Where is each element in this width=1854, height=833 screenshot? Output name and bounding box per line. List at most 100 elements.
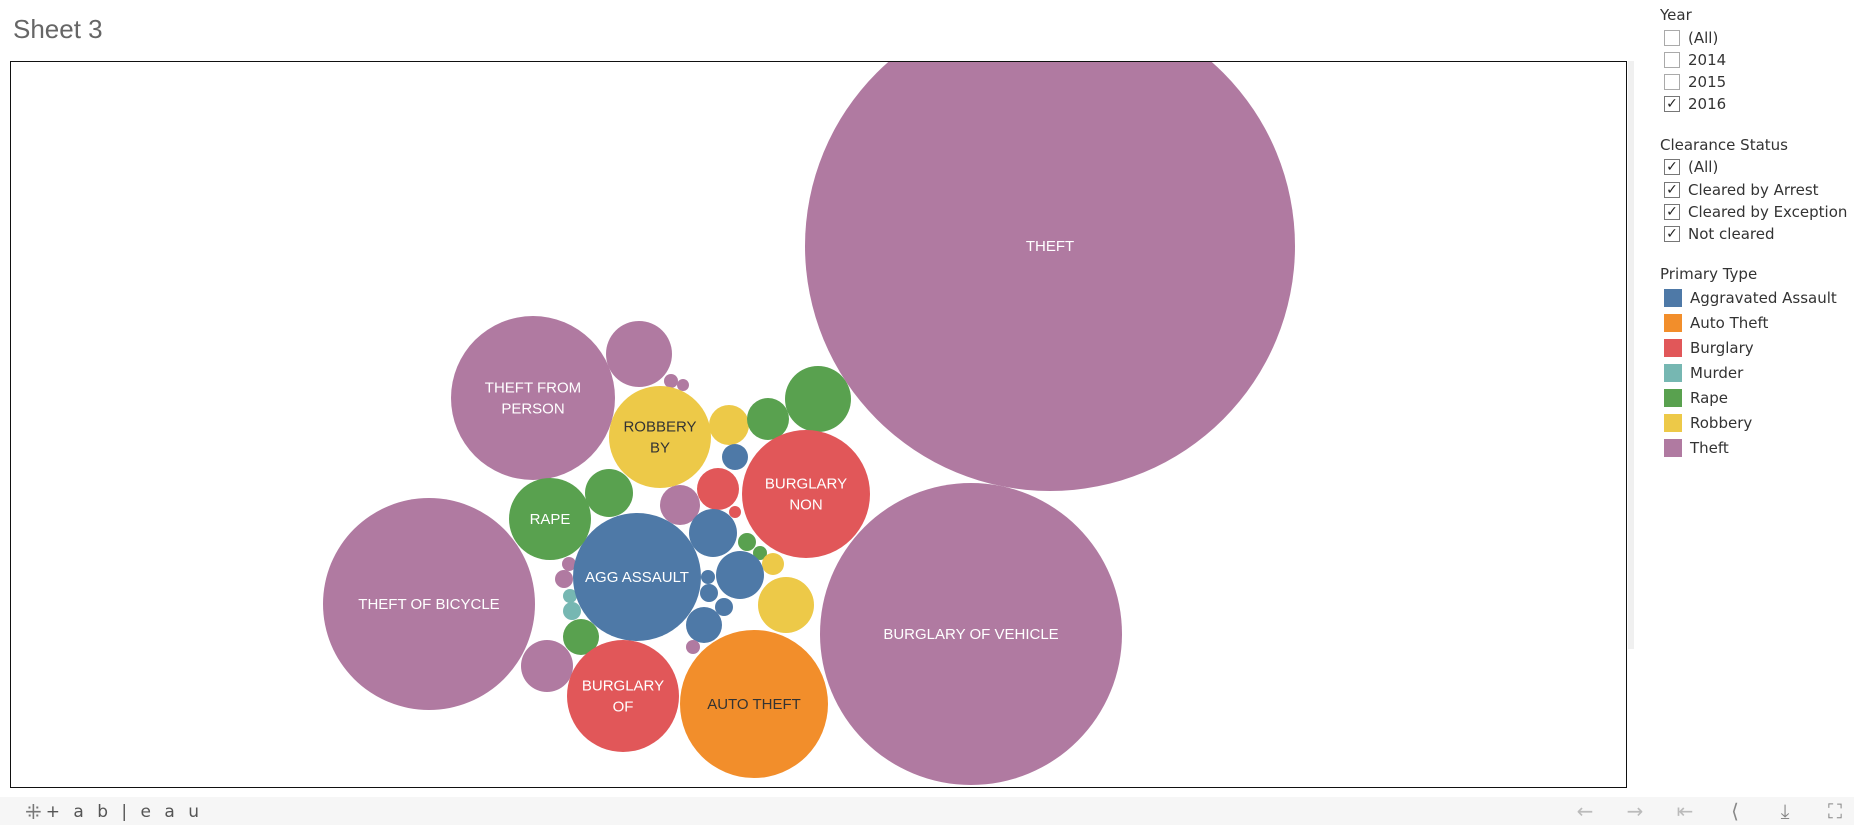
undo-button[interactable]: ←: [1573, 799, 1597, 823]
bubble-label: RAPE: [530, 511, 571, 528]
bubble-small[interactable]: [762, 553, 784, 575]
toolbar-footer: ⁜ + a b | e a u ← → ⇤ ⟨ ⤓ ⛶: [0, 797, 1854, 825]
bubble-small[interactable]: [660, 485, 700, 525]
bubble-small[interactable]: [709, 405, 749, 445]
bubble-label: THEFT OF BICYCLE: [358, 596, 499, 613]
bubble-small[interactable]: [738, 533, 756, 551]
legend-item-theft[interactable]: Theft: [1664, 437, 1729, 459]
bubble-small[interactable]: [521, 640, 573, 692]
checkbox-checked-icon: ✓: [1664, 182, 1680, 198]
color-swatch: [1664, 439, 1682, 457]
bubble-small[interactable]: [606, 321, 672, 387]
revert-icon: ⇤: [1676, 799, 1694, 823]
bubble[interactable]: [805, 62, 1295, 491]
legend-item-burglary[interactable]: Burglary: [1664, 337, 1754, 359]
bubble-small[interactable]: [563, 589, 577, 603]
tableau-logo-icon: ⁜: [25, 800, 42, 824]
bubble-small[interactable]: [562, 557, 576, 571]
bubble-small[interactable]: [700, 584, 718, 602]
bubble[interactable]: [509, 478, 591, 560]
bubble-label: BURGLARY: [582, 678, 664, 695]
clearance-option-all[interactable]: ✓ (All): [1664, 157, 1718, 177]
tableau-logo[interactable]: ⁜ + a b | e a u: [25, 800, 204, 824]
color-swatch: [1664, 289, 1682, 307]
clearance-option-exception[interactable]: ✓ Cleared by Exception: [1664, 202, 1847, 222]
revert-button[interactable]: ⇤: [1673, 799, 1697, 823]
bubble-small[interactable]: [664, 374, 678, 388]
redo-button[interactable]: →: [1623, 799, 1647, 823]
bubble-chart-svg: THEFT BURGLARY OF VEHICLE THEFT OF BICYCLE…: [323, 62, 1295, 785]
checkbox-checked-icon: ✓: [1664, 159, 1680, 175]
bubble-small[interactable]: [753, 546, 767, 560]
bubble[interactable]: [573, 513, 701, 641]
bubble[interactable]: [451, 316, 615, 480]
clearance-option-not-cleared[interactable]: ✓ Not cleared: [1664, 224, 1774, 244]
checkbox-checked-icon: ✓: [1664, 226, 1680, 242]
bubble-label: BURGLARY OF VEHICLE: [883, 626, 1058, 643]
bubble-small[interactable]: [747, 398, 789, 440]
bubble-label: THEFT FROM: [485, 380, 581, 397]
bubble-small[interactable]: [701, 570, 715, 584]
arrow-right-icon: →: [1626, 799, 1644, 823]
checkbox-icon: [1664, 30, 1680, 46]
viz-scrollbar[interactable]: [1628, 61, 1634, 649]
bubble-label: AUTO THEFT: [707, 696, 801, 713]
bubble-small[interactable]: [689, 509, 737, 557]
legend-item-robbery[interactable]: Robbery: [1664, 412, 1752, 434]
legend-item-rape[interactable]: Rape: [1664, 387, 1728, 409]
bubble-label: ROBBERY: [623, 419, 696, 436]
legend-item-murder[interactable]: Murder: [1664, 362, 1743, 384]
bubble[interactable]: [609, 386, 711, 488]
fullscreen-icon: ⛶: [1828, 799, 1842, 823]
share-icon: ⟨: [1731, 799, 1739, 823]
arrow-left-icon: ←: [1576, 799, 1594, 823]
share-button[interactable]: ⟨: [1723, 799, 1747, 823]
bubble-small[interactable]: [697, 468, 739, 510]
checkbox-icon: [1664, 74, 1680, 90]
bubble[interactable]: [742, 430, 870, 558]
bubble-chart[interactable]: THEFT BURGLARY OF VEHICLE THEFT OF BICYCLE…: [10, 61, 1627, 788]
clearance-option-arrest[interactable]: ✓ Cleared by Arrest: [1664, 180, 1819, 200]
bubble[interactable]: [323, 498, 535, 710]
bubble-small[interactable]: [716, 551, 764, 599]
clearance-filter-title: Clearance Status: [1660, 136, 1788, 154]
checkbox-checked-icon: ✓: [1664, 96, 1680, 112]
year-option-2014[interactable]: 2014: [1664, 50, 1726, 70]
bubble-small[interactable]: [555, 570, 573, 588]
bubble-small[interactable]: [563, 602, 581, 620]
color-swatch: [1664, 389, 1682, 407]
bubble-small[interactable]: [686, 640, 700, 654]
year-filter-title: Year: [1660, 6, 1692, 24]
download-icon: ⤓: [1780, 799, 1790, 823]
bubble-small[interactable]: [715, 598, 733, 616]
bubble-label: PERSON: [501, 401, 564, 418]
fullscreen-button[interactable]: ⛶: [1823, 799, 1847, 823]
checkbox-icon: [1664, 52, 1680, 68]
download-button[interactable]: ⤓: [1773, 799, 1797, 823]
bubble-label: AGG ASSAULT: [585, 569, 689, 586]
legend-item-auto-theft[interactable]: Auto Theft: [1664, 312, 1768, 334]
bubble-small[interactable]: [758, 577, 814, 633]
bubble-label: BY: [650, 440, 670, 457]
checkbox-checked-icon: ✓: [1664, 204, 1680, 220]
bubble-small[interactable]: [563, 619, 599, 655]
bubble-small[interactable]: [785, 366, 851, 432]
year-option-all[interactable]: (All): [1664, 28, 1718, 48]
year-option-2015[interactable]: 2015: [1664, 72, 1726, 92]
bubble[interactable]: [680, 630, 828, 778]
bubble-label: NON: [789, 497, 822, 514]
bubble[interactable]: [820, 483, 1122, 785]
color-swatch: [1664, 314, 1682, 332]
bubble-small[interactable]: [677, 379, 689, 391]
bubble-small[interactable]: [686, 607, 722, 643]
legend-item-aggravated-assault[interactable]: Aggravated Assault: [1664, 287, 1837, 309]
bubble-label: THEFT: [1026, 238, 1074, 255]
bubble-small[interactable]: [722, 444, 748, 470]
bubble-small[interactable]: [585, 469, 633, 517]
bubble-label: BURGLARY: [765, 476, 847, 493]
year-option-2016[interactable]: ✓ 2016: [1664, 94, 1726, 114]
color-swatch: [1664, 339, 1682, 357]
color-swatch: [1664, 364, 1682, 382]
bubble[interactable]: [567, 640, 679, 752]
bubble-small[interactable]: [729, 506, 741, 518]
